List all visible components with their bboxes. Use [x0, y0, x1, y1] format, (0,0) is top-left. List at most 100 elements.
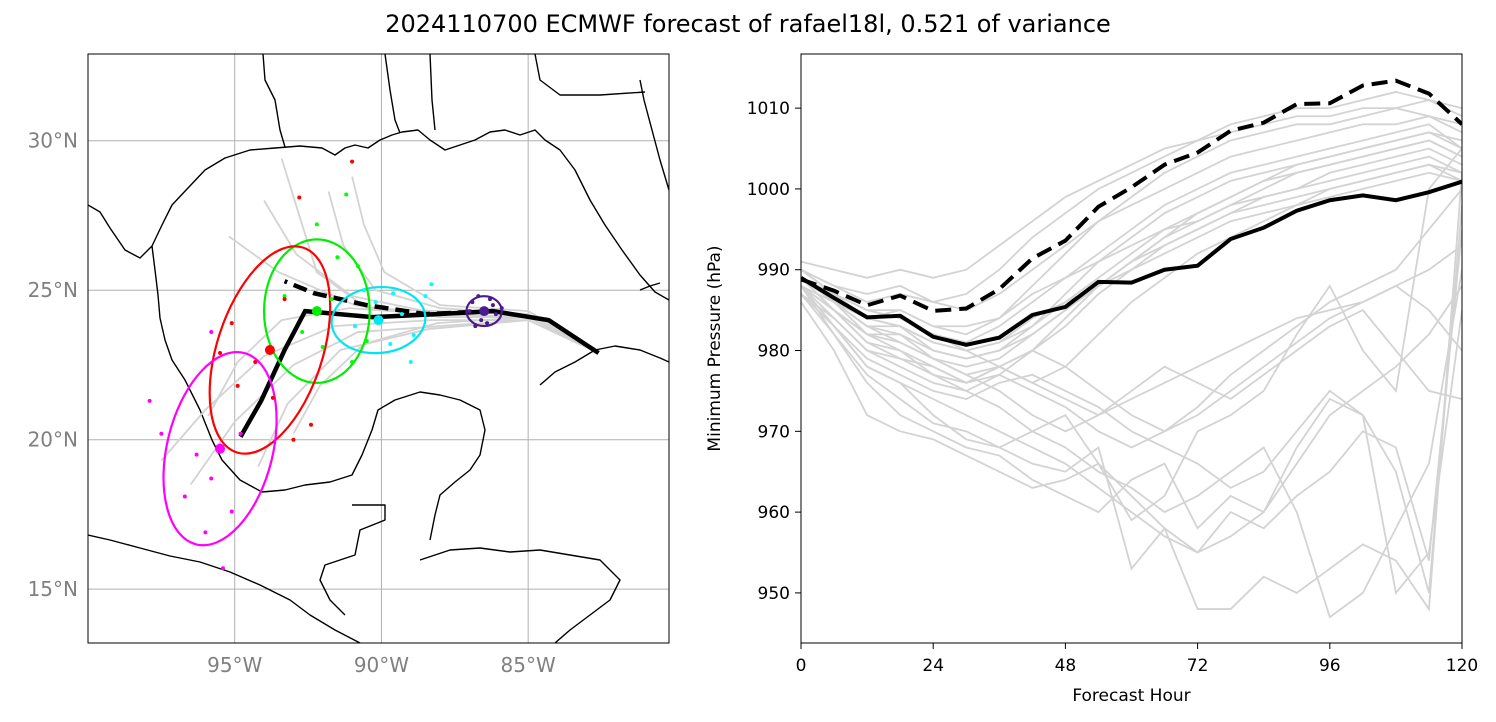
cuba	[539, 345, 669, 386]
ensemble-point	[388, 342, 393, 347]
mean-pressure-dashed	[801, 78, 1462, 313]
ensemble-pressure-line	[801, 131, 1462, 360]
map-y-tick-label: 20°N	[28, 428, 78, 452]
uncertainty-ellipse	[465, 295, 503, 328]
ensemble-pressure-line	[801, 155, 1462, 328]
ensemble-point	[499, 306, 504, 311]
y-tick-label: 950	[758, 584, 790, 604]
map-border	[87, 53, 670, 644]
uncertainty-ellipse	[208, 245, 332, 455]
ensemble-point	[350, 359, 355, 364]
uncertainty-ellipse	[330, 285, 427, 355]
ensemble-point	[194, 452, 199, 457]
ensemble-point	[282, 297, 287, 302]
ellipse-center-marker	[479, 306, 490, 317]
ensemble-point	[485, 321, 490, 326]
ensemble-pressure-line	[801, 293, 1462, 417]
ensemble-point	[399, 312, 404, 317]
y-tick-label: 990	[758, 261, 790, 281]
ensemble-point	[429, 282, 434, 287]
ensemble-point	[329, 297, 334, 302]
ensemble-point	[300, 330, 305, 335]
ensemble-pressure-line	[801, 163, 1462, 368]
ensemble-point	[355, 264, 360, 269]
ensemble-point	[490, 303, 495, 308]
ensemble-point	[235, 383, 240, 388]
x-axis-label: Forecast Hour	[1072, 686, 1190, 706]
y-tick-label: 1010	[747, 99, 790, 119]
central-america-pacific-coast	[88, 534, 361, 643]
ensemble-point	[476, 294, 481, 299]
ensemble-pressure-line	[801, 205, 1462, 594]
x-tick-label: 120	[1446, 656, 1478, 676]
map-panel: 95°W 90°W 85°W 15°N 20°N 25°N 30°N	[28, 53, 670, 677]
ensemble-point	[350, 159, 355, 164]
ensemble-point	[218, 350, 223, 355]
ensemble-point	[309, 422, 314, 427]
ensemble-point	[373, 300, 378, 305]
ensemble-pressure-line	[801, 244, 1462, 433]
ensemble-pressure-line	[801, 229, 1462, 561]
ensemble-pressure-line	[801, 285, 1462, 595]
map-y-tick-label: 30°N	[28, 129, 78, 153]
y-tick-label: 980	[758, 342, 790, 362]
ensemble-point	[467, 309, 472, 314]
map-coastlines	[88, 54, 669, 643]
ensemble-point	[344, 192, 349, 197]
ensemble-point	[147, 398, 152, 403]
ensemble-point	[220, 566, 225, 571]
florida-east-coast	[639, 79, 669, 191]
uncertainty-ellipse	[262, 238, 371, 384]
ensemble-point	[291, 437, 296, 442]
x-tick-label: 0	[796, 656, 807, 676]
ensemble-point	[473, 324, 478, 329]
mean-track-solid	[238, 308, 600, 438]
map-x-tick-label: 95°W	[207, 653, 262, 677]
points-layer	[147, 159, 504, 571]
ellipse-center-marker	[373, 315, 384, 326]
ensemble-point	[411, 333, 416, 338]
ensemble-point	[408, 359, 413, 364]
ensemble-point	[270, 395, 275, 400]
map-x-tick-label: 90°W	[354, 653, 409, 677]
ensemble-pressure-line	[801, 188, 1462, 449]
y-tick-label: 970	[758, 422, 790, 442]
ellipse-center-marker	[215, 443, 226, 454]
mean-pressure-solid	[801, 179, 1462, 347]
ensemble-point	[238, 431, 243, 436]
ensemble-point	[282, 294, 287, 299]
ensemble-point	[229, 321, 234, 326]
honduras-coast	[419, 547, 621, 643]
y-tick-label: 960	[758, 503, 790, 523]
x-tick-label: 24	[922, 656, 944, 676]
ensemble-point	[361, 288, 366, 293]
mean-track-layer	[238, 279, 600, 438]
ensemble-point	[470, 300, 475, 305]
x-tick-label: 72	[1187, 656, 1209, 676]
ensemble-point	[297, 195, 302, 200]
ensemble-pressure-line	[801, 285, 1462, 554]
figure-title: 2024110700 ECMWF forecast of rafael18l, …	[385, 10, 1111, 38]
ensemble-point	[423, 294, 428, 299]
ensemble-point	[203, 530, 208, 535]
map-y-tick-label: 15°N	[28, 577, 78, 601]
us-state-border-1	[262, 54, 286, 148]
pressure-ticks: 0 24 48 72 96 120 950 960 970 980 990 1000 1010	[747, 99, 1478, 676]
ensemble-point	[182, 494, 187, 499]
ensemble-pressure-line	[801, 284, 1462, 433]
x-tick-label: 48	[1055, 656, 1077, 676]
us-state-border-2	[384, 54, 401, 134]
ensemble-point	[364, 339, 369, 344]
ensemble-pressure-line	[801, 99, 1462, 279]
ellipse-center-marker	[311, 306, 322, 317]
bahamas	[639, 282, 661, 291]
ensemble-point	[314, 222, 319, 227]
ensemble-point	[493, 312, 498, 317]
ensemble-point	[253, 359, 258, 364]
ensemble-pressure-line	[801, 115, 1462, 312]
ensemble-pressure-line	[801, 107, 1462, 336]
ensemble-pressure-line	[801, 172, 1462, 612]
ensemble-pressure-line	[801, 269, 1462, 619]
pressure-panel: 0 24 48 72 96 120 950 960 970 980 990 1000 1010 Fore…	[705, 53, 1478, 706]
